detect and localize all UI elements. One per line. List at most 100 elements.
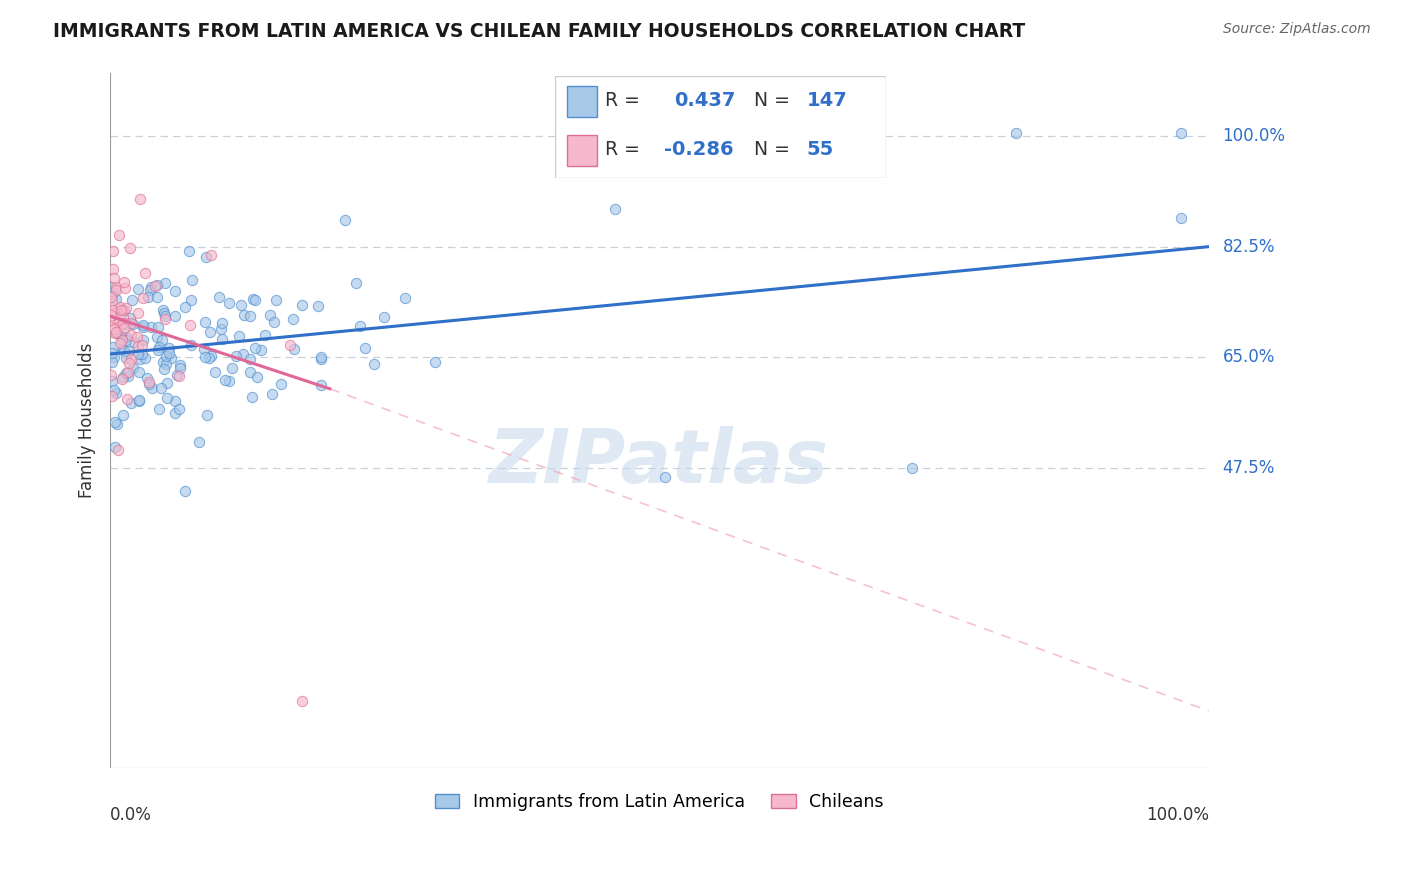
Point bbox=[128, 393, 150, 408]
Text: IMMIGRANTS FROM LATIN AMERICA VS CHILEAN FAMILY HOUSEHOLDS CORRELATION CHART: IMMIGRANTS FROM LATIN AMERICA VS CHILEAN… bbox=[53, 22, 1026, 41]
Point bbox=[118, 241, 141, 255]
Point bbox=[129, 192, 152, 206]
Point bbox=[120, 351, 142, 366]
Point bbox=[121, 293, 143, 307]
Point bbox=[103, 383, 125, 397]
Point bbox=[194, 315, 217, 329]
Point bbox=[120, 311, 142, 326]
Point bbox=[264, 293, 287, 307]
Point bbox=[231, 298, 253, 312]
Point bbox=[209, 321, 232, 335]
Point bbox=[111, 310, 134, 324]
Point bbox=[1005, 126, 1028, 140]
Point bbox=[118, 356, 141, 370]
Point bbox=[131, 318, 153, 332]
Point bbox=[125, 329, 148, 343]
Point bbox=[118, 343, 141, 358]
Point bbox=[165, 406, 187, 420]
Point bbox=[156, 376, 179, 390]
Point bbox=[101, 346, 124, 360]
Point bbox=[198, 351, 221, 365]
Point bbox=[117, 365, 139, 379]
Point bbox=[309, 350, 332, 364]
Point bbox=[117, 369, 139, 384]
Point bbox=[122, 361, 145, 376]
Point bbox=[100, 368, 122, 382]
Point bbox=[104, 440, 127, 454]
Text: ZIPatlas: ZIPatlas bbox=[489, 425, 830, 499]
Point bbox=[283, 342, 305, 356]
Point bbox=[100, 290, 122, 304]
Point bbox=[103, 271, 125, 285]
Point bbox=[153, 276, 176, 290]
Point bbox=[239, 352, 262, 367]
Point bbox=[283, 312, 305, 326]
Point bbox=[394, 291, 416, 305]
Text: -0.286: -0.286 bbox=[665, 140, 734, 159]
Point bbox=[134, 351, 156, 365]
Point bbox=[120, 327, 142, 342]
Point bbox=[101, 355, 124, 369]
Point bbox=[155, 311, 177, 326]
Point bbox=[165, 284, 187, 298]
Point bbox=[146, 278, 169, 293]
FancyBboxPatch shape bbox=[567, 87, 596, 117]
Point bbox=[208, 290, 231, 304]
Point bbox=[242, 293, 264, 307]
Point bbox=[180, 338, 202, 352]
Point bbox=[115, 366, 138, 380]
Point bbox=[112, 320, 135, 334]
Point bbox=[165, 310, 187, 324]
Text: 82.5%: 82.5% bbox=[1223, 237, 1275, 256]
Point bbox=[131, 346, 153, 360]
Point bbox=[103, 261, 125, 276]
Point bbox=[146, 289, 169, 303]
Point bbox=[335, 212, 357, 227]
Point bbox=[101, 285, 124, 300]
Point bbox=[141, 381, 163, 395]
Point bbox=[177, 244, 200, 259]
Point bbox=[112, 342, 135, 356]
Point bbox=[146, 329, 169, 343]
Point bbox=[101, 306, 124, 320]
Point bbox=[259, 309, 281, 323]
Point bbox=[131, 333, 153, 347]
Text: N =: N = bbox=[754, 140, 790, 159]
Point bbox=[169, 360, 191, 375]
Point bbox=[243, 341, 266, 355]
Point bbox=[127, 339, 149, 353]
Point bbox=[148, 319, 170, 334]
Point bbox=[228, 329, 250, 343]
Point bbox=[115, 318, 138, 332]
Point bbox=[204, 365, 226, 379]
Point bbox=[111, 316, 134, 330]
Point bbox=[138, 376, 160, 390]
Point bbox=[243, 293, 266, 307]
Text: R =: R = bbox=[605, 91, 640, 110]
Point bbox=[179, 318, 201, 332]
Point bbox=[153, 361, 176, 376]
Point bbox=[344, 276, 367, 290]
Point bbox=[193, 342, 215, 356]
Point bbox=[194, 350, 217, 364]
Point bbox=[139, 283, 162, 297]
Point bbox=[111, 369, 134, 384]
Point bbox=[136, 371, 159, 385]
Point bbox=[167, 368, 190, 383]
Point bbox=[148, 402, 170, 417]
Point bbox=[108, 336, 131, 351]
Point bbox=[233, 308, 256, 322]
Point bbox=[115, 333, 138, 347]
Text: 147: 147 bbox=[807, 91, 848, 110]
Point bbox=[152, 333, 174, 347]
Point bbox=[105, 283, 128, 297]
Point bbox=[115, 330, 138, 344]
Point bbox=[423, 354, 446, 368]
Point bbox=[239, 309, 262, 323]
Point bbox=[159, 341, 181, 355]
Point bbox=[278, 338, 301, 352]
Point bbox=[165, 393, 187, 408]
Point bbox=[180, 293, 202, 307]
Point bbox=[153, 309, 176, 323]
Point bbox=[104, 415, 127, 429]
